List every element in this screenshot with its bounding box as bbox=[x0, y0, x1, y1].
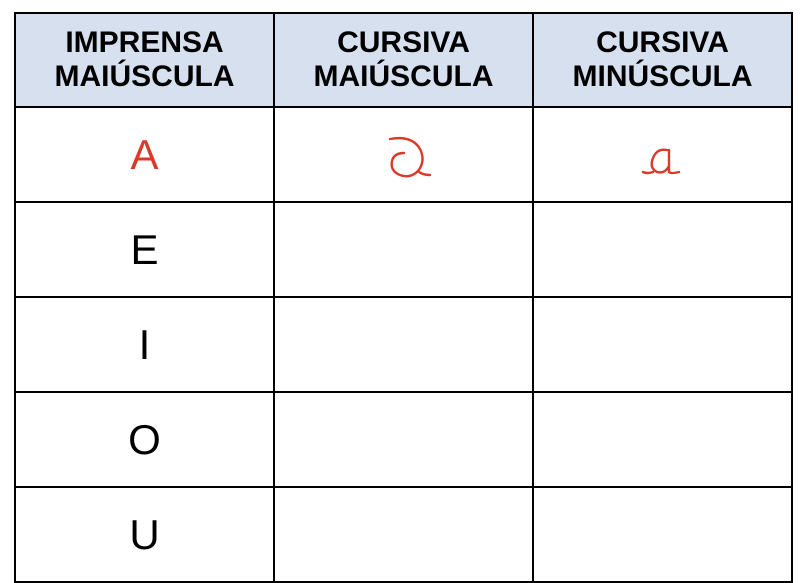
col-header-line1: IMPRENSA bbox=[65, 26, 223, 59]
cell-cursiva-min bbox=[533, 297, 792, 392]
col-header-line1: CURSIVA bbox=[596, 26, 729, 59]
imprensa-letter: U bbox=[129, 511, 159, 558]
col-header-line1: CURSIVA bbox=[337, 26, 470, 59]
cell-imprensa: A bbox=[15, 107, 274, 202]
cell-cursiva-min bbox=[533, 487, 792, 582]
cell-cursiva-min bbox=[533, 202, 792, 297]
vowel-table: IMPRENSA MAIÚSCULA CURSIVA MAIÚSCULA CUR… bbox=[14, 12, 793, 583]
cell-cursiva-mai bbox=[274, 202, 533, 297]
cursive-upper-a-icon bbox=[374, 125, 434, 185]
cell-cursiva-min bbox=[533, 392, 792, 487]
cell-imprensa: O bbox=[15, 392, 274, 487]
col-header-line2: MAIÚSCULA bbox=[55, 60, 235, 93]
cell-cursiva-mai bbox=[274, 297, 533, 392]
cell-cursiva-mai bbox=[274, 107, 533, 202]
cell-imprensa: E bbox=[15, 202, 274, 297]
col-header-cursiva-mai: CURSIVA MAIÚSCULA bbox=[274, 13, 533, 107]
table-row: O bbox=[15, 392, 792, 487]
col-header-line2: MAIÚSCULA bbox=[314, 60, 494, 93]
cell-imprensa: U bbox=[15, 487, 274, 582]
imprensa-letter: O bbox=[128, 416, 161, 463]
table-row: A bbox=[15, 107, 792, 202]
cell-imprensa: I bbox=[15, 297, 274, 392]
cell-cursiva-mai bbox=[274, 487, 533, 582]
table-row: I bbox=[15, 297, 792, 392]
col-header-line2: MINÚSCULA bbox=[573, 60, 753, 93]
cell-cursiva-mai bbox=[274, 392, 533, 487]
imprensa-letter: A bbox=[130, 131, 158, 178]
col-header-cursiva-min: CURSIVA MINÚSCULA bbox=[533, 13, 792, 107]
imprensa-letter: I bbox=[139, 321, 151, 368]
imprensa-letter: E bbox=[130, 226, 158, 273]
col-header-imprensa: IMPRENSA MAIÚSCULA bbox=[15, 13, 274, 107]
cell-cursiva-min bbox=[533, 107, 792, 202]
table-header-row: IMPRENSA MAIÚSCULA CURSIVA MAIÚSCULA CUR… bbox=[15, 13, 792, 107]
table-row: U bbox=[15, 487, 792, 582]
table-row: E bbox=[15, 202, 792, 297]
cursive-lower-a-icon bbox=[633, 130, 693, 180]
